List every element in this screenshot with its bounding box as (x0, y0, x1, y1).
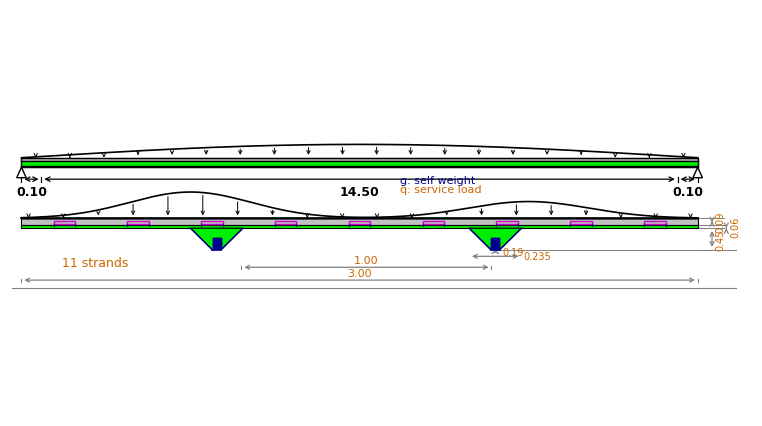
Bar (21, 167, 698, 168)
Text: 0.09: 0.09 (716, 212, 725, 233)
Text: 11 strands: 11 strands (62, 256, 128, 269)
Text: 14.50: 14.50 (340, 185, 379, 199)
Text: 0.19: 0.19 (502, 247, 523, 257)
Bar (21, 226, 698, 229)
Bar (497, 222, 518, 225)
Text: 0.10: 0.10 (672, 185, 703, 199)
Text: g: self weight: g: self weight (400, 176, 475, 186)
Polygon shape (469, 229, 521, 250)
Bar (423, 222, 444, 225)
Text: 3.00: 3.00 (347, 268, 372, 279)
Bar (127, 222, 149, 225)
Bar (201, 222, 223, 225)
Bar (21, 158, 698, 162)
Bar (21, 219, 698, 226)
Bar (21, 162, 698, 167)
Bar (53, 222, 75, 225)
Bar (349, 222, 370, 225)
Text: q: service load: q: service load (400, 184, 482, 194)
Bar (570, 222, 592, 225)
Text: 0.235: 0.235 (524, 252, 552, 262)
Polygon shape (190, 229, 243, 250)
Bar (21, 221, 698, 226)
Text: 0.06: 0.06 (730, 216, 740, 238)
Bar (275, 222, 296, 225)
Text: 0.10: 0.10 (16, 185, 47, 199)
Bar (21, 219, 698, 221)
Bar (21, 158, 698, 168)
Bar (644, 222, 665, 225)
Text: 1.00: 1.00 (354, 256, 379, 266)
Text: 0.45: 0.45 (716, 229, 725, 250)
